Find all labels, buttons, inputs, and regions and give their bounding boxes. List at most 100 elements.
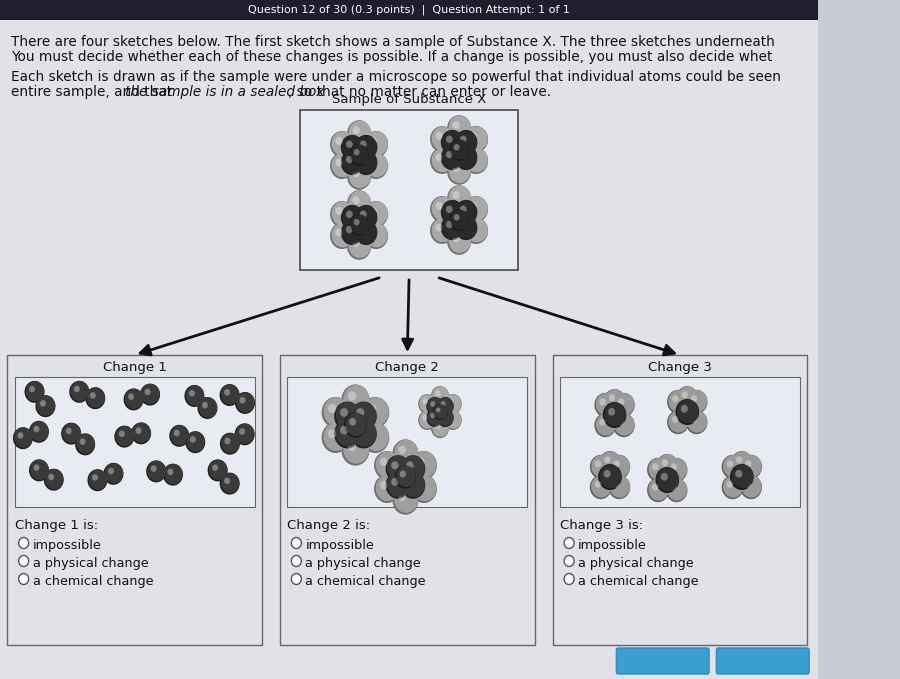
Circle shape — [380, 458, 388, 466]
Circle shape — [354, 219, 360, 225]
Circle shape — [328, 404, 337, 413]
Circle shape — [221, 473, 239, 493]
Circle shape — [89, 469, 107, 490]
Text: entire sample, and that: entire sample, and that — [11, 85, 176, 99]
Circle shape — [606, 389, 625, 411]
Circle shape — [370, 207, 377, 215]
Circle shape — [445, 394, 462, 413]
Circle shape — [212, 464, 218, 471]
Circle shape — [604, 403, 626, 426]
Circle shape — [595, 460, 601, 467]
Circle shape — [349, 418, 356, 426]
Circle shape — [332, 223, 354, 247]
Circle shape — [431, 386, 449, 405]
Circle shape — [447, 158, 471, 185]
Circle shape — [292, 538, 302, 549]
Circle shape — [445, 411, 462, 428]
Circle shape — [667, 479, 687, 500]
Circle shape — [237, 392, 255, 413]
Circle shape — [76, 434, 94, 454]
Circle shape — [394, 440, 418, 466]
Circle shape — [40, 400, 46, 407]
Circle shape — [348, 234, 371, 258]
Circle shape — [610, 455, 630, 477]
Circle shape — [677, 399, 698, 423]
Circle shape — [356, 205, 377, 228]
Circle shape — [92, 474, 98, 481]
Circle shape — [449, 229, 471, 253]
Circle shape — [449, 185, 471, 210]
Circle shape — [44, 469, 64, 491]
Circle shape — [436, 132, 443, 140]
Circle shape — [370, 229, 377, 236]
Circle shape — [332, 202, 354, 225]
Circle shape — [197, 397, 218, 419]
Circle shape — [400, 472, 426, 499]
Circle shape — [722, 475, 743, 499]
Circle shape — [35, 395, 56, 417]
Circle shape — [432, 218, 454, 242]
Circle shape — [411, 475, 436, 503]
FancyBboxPatch shape — [0, 20, 818, 679]
Circle shape — [465, 126, 488, 151]
Circle shape — [19, 555, 29, 566]
Circle shape — [464, 217, 488, 244]
Circle shape — [564, 555, 574, 566]
Text: Change 3: Change 3 — [648, 361, 712, 373]
Circle shape — [454, 215, 477, 240]
Circle shape — [355, 220, 377, 245]
Circle shape — [370, 137, 377, 145]
Circle shape — [396, 466, 416, 487]
Circle shape — [355, 135, 377, 160]
Circle shape — [374, 475, 400, 503]
Text: Question 12 of 30 (0.3 points)  |  Question Attempt: 1 of 1: Question 12 of 30 (0.3 points) | Questio… — [248, 5, 570, 15]
Circle shape — [430, 217, 454, 244]
Circle shape — [464, 126, 488, 152]
Circle shape — [615, 414, 634, 436]
Circle shape — [323, 422, 349, 451]
Circle shape — [451, 139, 469, 160]
Circle shape — [375, 452, 400, 478]
Circle shape — [140, 384, 160, 405]
Circle shape — [353, 126, 360, 134]
Circle shape — [114, 426, 134, 447]
Circle shape — [676, 399, 699, 425]
Circle shape — [723, 455, 743, 477]
Circle shape — [185, 431, 205, 453]
Circle shape — [666, 478, 688, 502]
Circle shape — [447, 115, 471, 142]
Circle shape — [428, 409, 443, 426]
Text: a chemical change: a chemical change — [578, 575, 698, 588]
Circle shape — [355, 150, 377, 175]
Circle shape — [658, 454, 678, 476]
Circle shape — [392, 478, 399, 486]
Circle shape — [465, 196, 488, 221]
Circle shape — [374, 451, 400, 479]
Circle shape — [13, 427, 33, 449]
Circle shape — [31, 421, 49, 441]
Circle shape — [365, 132, 388, 155]
Circle shape — [406, 478, 414, 486]
Circle shape — [392, 461, 399, 469]
Circle shape — [167, 469, 174, 475]
Circle shape — [670, 483, 677, 491]
Circle shape — [352, 402, 376, 428]
Circle shape — [722, 455, 743, 479]
Circle shape — [564, 538, 574, 549]
Circle shape — [340, 408, 348, 417]
Circle shape — [441, 200, 464, 225]
Circle shape — [351, 145, 369, 164]
Circle shape — [367, 429, 376, 439]
Circle shape — [662, 459, 668, 466]
Circle shape — [19, 538, 29, 549]
Circle shape — [690, 416, 698, 423]
Circle shape — [590, 475, 612, 499]
Circle shape — [446, 136, 453, 143]
Circle shape — [45, 469, 63, 490]
Circle shape — [33, 464, 40, 471]
Circle shape — [449, 159, 471, 183]
Circle shape — [224, 477, 230, 484]
Circle shape — [454, 144, 460, 151]
FancyBboxPatch shape — [7, 355, 262, 645]
Circle shape — [613, 393, 634, 417]
